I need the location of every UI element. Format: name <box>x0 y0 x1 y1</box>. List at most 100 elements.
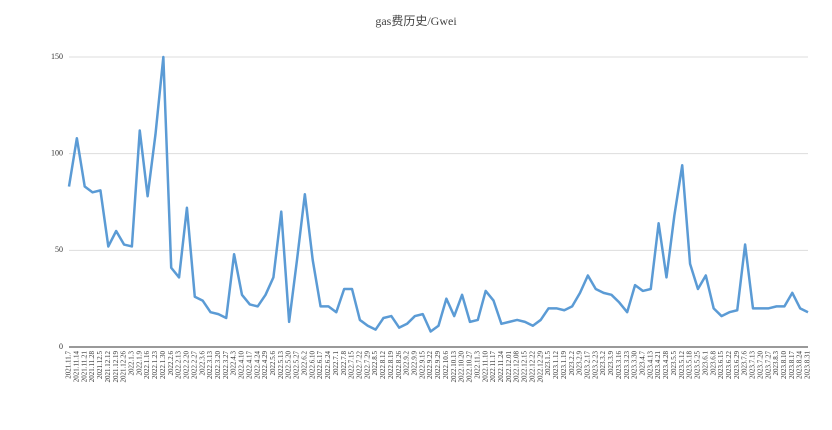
x-tick-label: 2022.8.5 <box>371 351 379 376</box>
x-tick-label: 2023.2.9 <box>576 351 584 376</box>
x-tick-label: 2022.12.15 <box>521 351 529 383</box>
x-tick-label: 2022.4.3 <box>230 351 238 376</box>
x-tick-label: 2023.7.6 <box>741 351 749 376</box>
x-tick-label: 2023.1.19 <box>560 351 568 380</box>
x-tick-label: 2022.9.9 <box>411 351 419 376</box>
x-tick-label: 2023.4.21 <box>654 351 662 380</box>
x-tick-label: 2023.6.22 <box>725 351 733 380</box>
x-tick-label: 2022.5.13 <box>277 351 285 380</box>
x-tick-label: 2023.6.1 <box>701 351 709 376</box>
x-tick-label: 2023.3.16 <box>615 351 623 380</box>
x-tick-label: 2022.6.17 <box>316 351 324 380</box>
x-tick-label: 2021.12.19 <box>112 351 120 383</box>
x-tick-label: 2022.8.12 <box>379 351 387 380</box>
x-tick-label: 2023.6.15 <box>717 351 725 380</box>
x-tick-label: 2022.1.16 <box>143 351 151 380</box>
x-tick-label: 2023.1.12 <box>552 351 560 380</box>
x-tick-label: 2022.4.17 <box>245 351 253 380</box>
x-tick-label: 2022.4.10 <box>238 351 246 380</box>
x-tick-label: 2022.12.22 <box>528 351 536 383</box>
x-tick-label: 2022.8.26 <box>395 351 403 380</box>
x-tick-label: 2022.6.10 <box>308 351 316 380</box>
x-tick-label: 2022.6.24 <box>324 351 332 380</box>
x-tick-label: 2022.1.30 <box>159 351 167 380</box>
x-tick-label: 2022.10.6 <box>442 351 450 380</box>
x-tick-label: 2023.6.29 <box>733 351 741 380</box>
x-tick-label: 2023.7.13 <box>749 351 757 380</box>
x-tick-label: 2022.9.29 <box>434 351 442 380</box>
x-tick-label: 2023.8.10 <box>780 351 788 380</box>
x-tick-label: 2023.4.7 <box>639 351 647 376</box>
x-tick-label: 2022.7.8 <box>340 351 348 376</box>
x-tick-label: 2022.5.6 <box>269 351 277 376</box>
x-tick-label: 2023.5.5 <box>670 351 678 376</box>
x-tick-label: 2022.7.1 <box>332 351 340 376</box>
x-tick-label: 2022.3.27 <box>222 351 230 380</box>
x-tick-label: 2022.2.13 <box>175 351 183 380</box>
x-tick-label: 2023.8.3 <box>772 351 780 376</box>
y-tick-label: 100 <box>51 148 63 157</box>
x-tick-label: 2023.1.5 <box>544 351 552 376</box>
x-tick-label: 2021.11.14 <box>72 351 80 383</box>
x-tick-label: 2022.10.27 <box>466 351 474 383</box>
x-tick-label: 2023.5.18 <box>686 351 694 380</box>
x-tick-label: 2023.4.28 <box>662 351 670 380</box>
x-tick-label: 2021.11.21 <box>80 351 88 383</box>
x-tick-label: 2022.9.15 <box>418 351 426 380</box>
x-tick-label: 2022.1.3 <box>128 351 136 376</box>
x-tick-label: 2022.4.24 <box>253 351 261 380</box>
x-tick-label: 2022.3.20 <box>214 351 222 380</box>
x-tick-label: 2022.9.2 <box>403 351 411 376</box>
y-tick-label: 150 <box>51 52 63 61</box>
x-tick-label: 2023.3.30 <box>631 351 639 380</box>
x-tick-label: 2023.2.2 <box>568 351 576 376</box>
x-tick-label: 2022.11.24 <box>497 351 505 383</box>
x-tick-label: 2022.10.20 <box>458 351 466 383</box>
x-tick-label: 2022.9.22 <box>426 351 434 380</box>
x-tick-label: 2023.3.23 <box>623 351 631 380</box>
x-tick-label: 2023.5.25 <box>694 351 702 380</box>
x-tick-label: 2022.2.20 <box>183 351 191 380</box>
x-tick-label: 2022.10.13 <box>450 351 458 383</box>
x-tick-label: 2022.12.08 <box>513 351 521 383</box>
x-tick-label: 2022.11.3 <box>473 351 481 379</box>
x-tick-label: 2022.6.2 <box>300 351 308 376</box>
x-tick-label: 2022.11.17 <box>489 351 497 383</box>
x-tick-label: 2022.7.22 <box>355 351 363 380</box>
x-tick-label: 2021.12.5 <box>96 351 104 380</box>
x-tick-label: 2022.8.19 <box>387 351 395 380</box>
x-tick-label: 2023.6.8 <box>709 351 717 376</box>
x-tick-label: 2023.3.2 <box>599 351 607 376</box>
x-tick-label: 2022.1.9 <box>135 351 143 376</box>
y-tick-label: 50 <box>55 245 63 254</box>
x-tick-label: 2022.2.27 <box>190 351 198 380</box>
x-tick-label: 2022.3.13 <box>206 351 214 380</box>
x-tick-label: 2021.12.12 <box>104 351 112 383</box>
x-tick-label: 2023.8.24 <box>796 351 804 380</box>
chart-title: gas费历史/Gwei <box>375 14 457 28</box>
x-tick-label: 2021.11.28 <box>88 351 96 383</box>
x-tick-label: 2022.5.27 <box>293 351 301 380</box>
x-tick-label: 2023.3.9 <box>607 351 615 376</box>
x-tick-label: 2022.7.15 <box>348 351 356 380</box>
x-tick-label: 2021.12.26 <box>120 351 128 383</box>
x-tick-label: 2023.2.17 <box>583 351 591 380</box>
x-tick-label: 2022.2.6 <box>167 351 175 376</box>
x-tick-label: 2022.12.01 <box>505 351 513 383</box>
x-tick-label: 2022.1.23 <box>151 351 159 380</box>
x-tick-label: 2023.8.31 <box>804 351 812 380</box>
x-tick-label: 2022.12.29 <box>536 351 544 383</box>
x-tick-label: 2023.4.13 <box>646 351 654 380</box>
x-tick-label: 2023.8.17 <box>788 351 796 380</box>
x-tick-label: 2023.7.27 <box>764 351 772 380</box>
x-tick-label: 2023.5.12 <box>678 351 686 380</box>
y-tick-label: 0 <box>59 342 63 351</box>
x-tick-label: 2022.5.20 <box>285 351 293 380</box>
x-tick-label: 2023.7.20 <box>756 351 764 380</box>
x-tick-label: 2022.4.29 <box>261 351 269 380</box>
x-tick-label: 2023.2.23 <box>591 351 599 380</box>
line <box>67 55 809 333</box>
x-tick-label: 2022.3.6 <box>198 351 206 376</box>
x-tick-label: 2022.11.10 <box>481 351 489 383</box>
